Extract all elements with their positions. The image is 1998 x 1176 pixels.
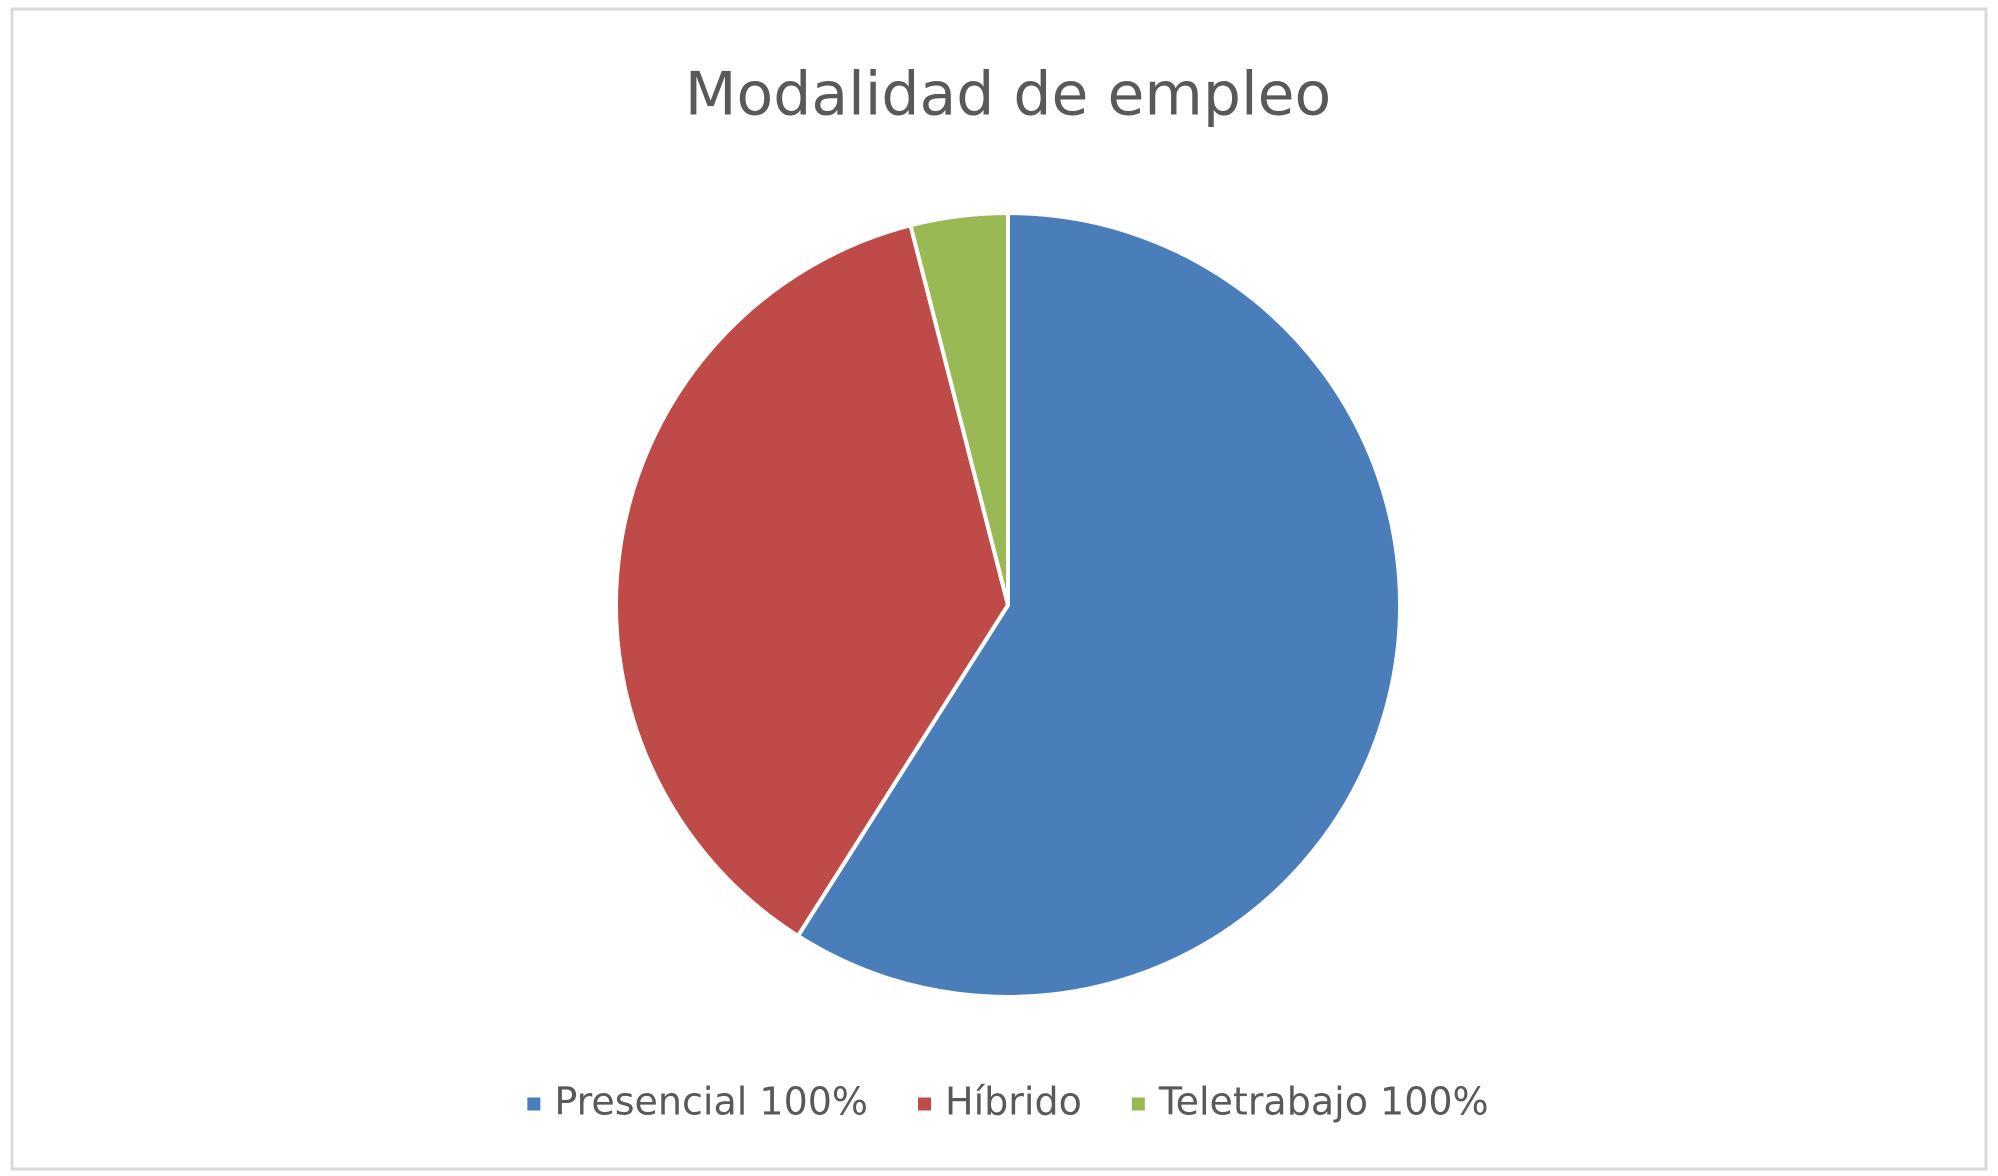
legend-swatch bbox=[1131, 1097, 1145, 1111]
chart-title: Modalidad de empleo bbox=[685, 60, 1332, 130]
legend-label: Teletrabajo 100% bbox=[1158, 1080, 1489, 1124]
pie-slice bbox=[614, 222, 1011, 939]
legend-label: Híbrido bbox=[945, 1080, 1082, 1124]
legend-swatch bbox=[918, 1097, 932, 1111]
legend-swatch bbox=[527, 1097, 541, 1111]
legend-label: Presencial 100% bbox=[554, 1080, 868, 1124]
pie-slice bbox=[908, 210, 1010, 606]
pie-slice bbox=[795, 210, 1402, 999]
